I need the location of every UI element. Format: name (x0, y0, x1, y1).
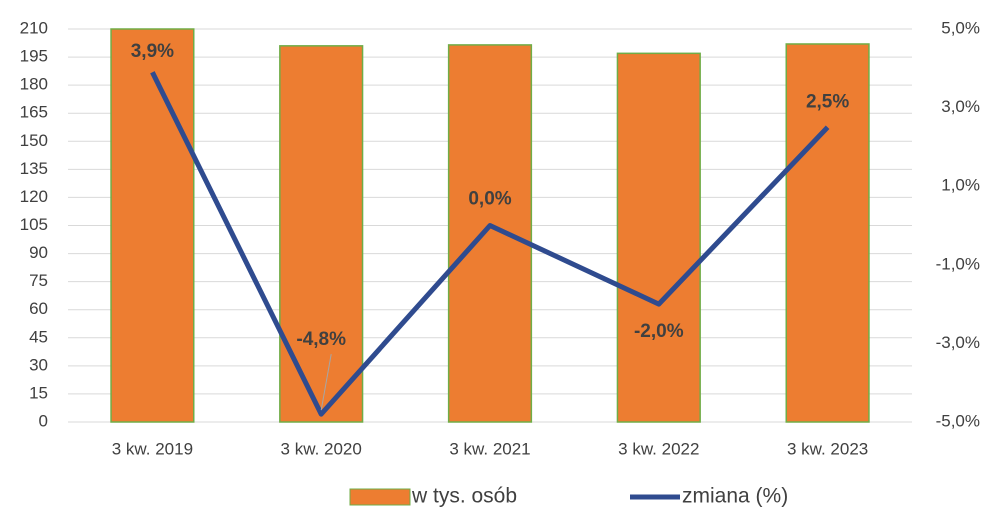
y2-tick-label: -5,0% (936, 411, 980, 430)
data-label: 3,9% (131, 41, 174, 62)
x-tick-label: 3 kw. 2020 (281, 439, 362, 458)
legend-swatch (349, 488, 411, 506)
y-tick-label: 150 (20, 131, 48, 150)
leader-line (320, 354, 332, 411)
y-tick-label: 15 (29, 383, 48, 402)
bar (785, 43, 870, 423)
y-tick-label: 45 (29, 327, 48, 346)
y2-tick-label: 5,0% (941, 18, 980, 37)
y-tick-label: 120 (20, 187, 48, 206)
bar (279, 45, 364, 423)
data-label: -2,0% (634, 321, 684, 342)
y2-tick-label: 1,0% (941, 176, 980, 195)
y-tick-label: 195 (20, 47, 48, 66)
x-tick-label: 3 kw. 2021 (449, 439, 530, 458)
bar (616, 52, 701, 423)
y-tick-label: 60 (29, 299, 48, 318)
data-label: -4,8% (296, 329, 346, 350)
y-tick-label: 165 (20, 103, 48, 122)
y2-tick-label: 3,0% (941, 97, 980, 116)
legend-label: zmiana (%) (682, 485, 788, 508)
data-label: 0,0% (468, 189, 511, 210)
bar (447, 44, 533, 423)
y2-tick-label: -3,0% (936, 333, 980, 352)
x-tick-label: 3 kw. 2019 (112, 439, 193, 458)
y-tick-label: 90 (29, 243, 48, 262)
data-label: 2,5% (806, 91, 849, 112)
y-tick-label: 0 (39, 411, 48, 430)
y2-tick-label: -1,0% (936, 254, 980, 273)
line (150, 71, 830, 417)
y-tick-label: 75 (29, 271, 48, 290)
x-tick-label: 3 kw. 2023 (787, 439, 868, 458)
y-tick-label: 105 (20, 215, 48, 234)
bar (110, 28, 195, 423)
y-tick-label: 180 (20, 75, 48, 94)
y-tick-label: 135 (20, 159, 48, 178)
y-tick-label: 210 (20, 18, 48, 37)
legend-label: w tys. osób (411, 485, 517, 508)
x-tick-label: 3 kw. 2022 (618, 439, 699, 458)
y-tick-label: 30 (29, 355, 48, 374)
